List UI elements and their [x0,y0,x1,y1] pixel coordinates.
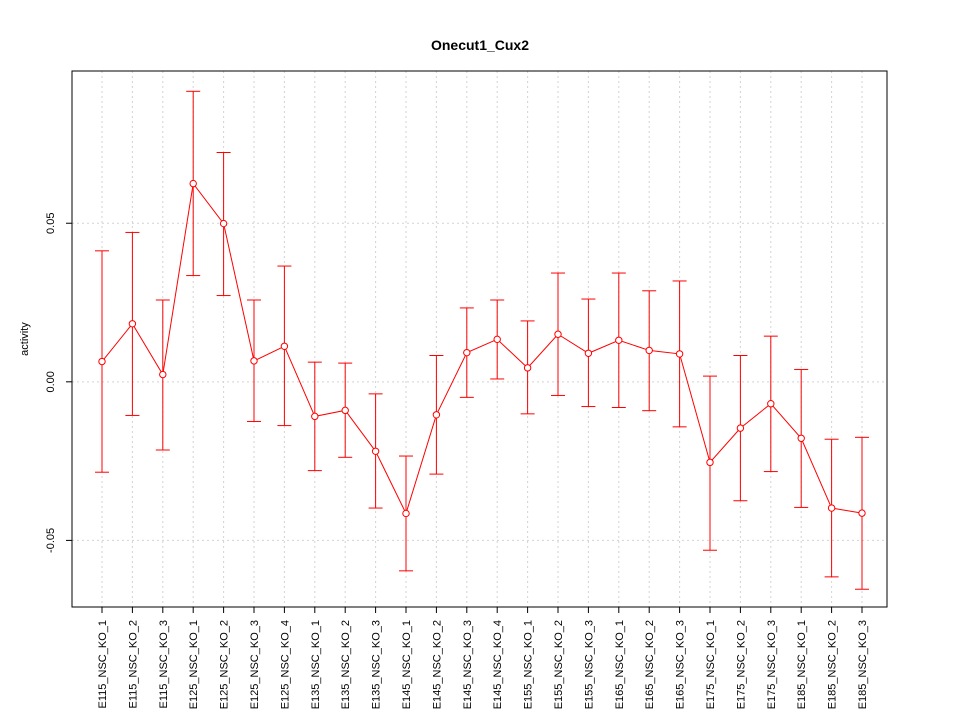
y-axis: -0.05 0.00 0.05 [45,213,72,553]
series [95,90,869,590]
data-point [98,357,106,366]
x-tick-label: E145_NSC_KO_2 [431,620,443,709]
data-point [159,370,167,379]
data-point [463,348,471,357]
chart-title: Onecut1_Cux2 [431,37,529,53]
x-tick-label: E115_NSC_KO_3 [158,620,170,708]
x-tick-label: E175_NSC_KO_2 [735,620,747,709]
data-point [615,336,623,344]
data-point [706,458,714,467]
data-point [858,509,866,517]
data-point [675,350,684,358]
x-tick-label: E185_NSC_KO_2 [827,620,839,709]
data-point [797,434,805,442]
x-tick-label: E165_NSC_KO_2 [644,620,656,709]
data-point [341,406,349,415]
data-point [645,346,653,355]
x-tick-label: E175_NSC_KO_1 [705,620,717,709]
x-axis: E115_NSC_KO_1 E115_NSC_KO_2 E115_NSC_KO_3 E… [97,607,869,709]
x-tick-label: E165_NSC_KO_1 [614,620,626,709]
y-tick-label: 0.00 [45,371,57,392]
data-point [189,179,197,188]
x-tick-label: E185_NSC_KO_3 [857,620,869,709]
data-point [402,509,410,518]
x-tick-label: E135_NSC_KO_2 [340,620,352,709]
data-point [128,320,137,328]
x-tick-label: E135_NSC_KO_3 [371,620,383,709]
series-line [101,182,863,515]
x-tick-label: E115_NSC_KO_1 [97,620,109,708]
data-point [432,411,441,419]
x-tick-label: E125_NSC_KO_4 [279,620,291,709]
x-tick-label: E145_NSC_KO_3 [462,620,474,709]
data-point [554,330,562,338]
grid [72,71,887,607]
x-tick-label: E155_NSC_KO_3 [583,620,595,709]
data-point [311,412,319,421]
data-point [371,447,380,455]
data-point [767,400,775,408]
plot-frame [71,70,888,608]
x-tick-label: E145_NSC_KO_4 [492,620,504,709]
x-tick-label: E165_NSC_KO_3 [675,620,687,709]
y-tick-label: -0.05 [45,528,57,553]
data-point [493,335,501,344]
x-tick-label: E145_NSC_KO_1 [401,620,413,709]
data-point [280,342,289,350]
data-point [250,357,258,365]
data-point [523,364,532,372]
data-point [219,219,228,228]
data-point [827,504,836,512]
x-tick-label: E175_NSC_KO_3 [766,620,778,709]
x-tick-label: E125_NSC_KO_1 [188,620,200,709]
x-tick-label: E155_NSC_KO_2 [553,620,565,709]
y-axis-label: activity [19,322,31,356]
data-point [736,424,745,432]
x-tick-label: E115_NSC_KO_2 [127,620,139,708]
x-tick-label: E125_NSC_KO_3 [249,620,261,709]
x-tick-label: E185_NSC_KO_1 [796,620,808,709]
x-tick-label: E155_NSC_KO_1 [523,620,535,709]
x-tick-label: E125_NSC_KO_2 [219,620,231,709]
y-tick-label: 0.05 [45,213,57,234]
x-tick-label: E135_NSC_KO_1 [310,620,322,709]
data-point [584,349,593,357]
